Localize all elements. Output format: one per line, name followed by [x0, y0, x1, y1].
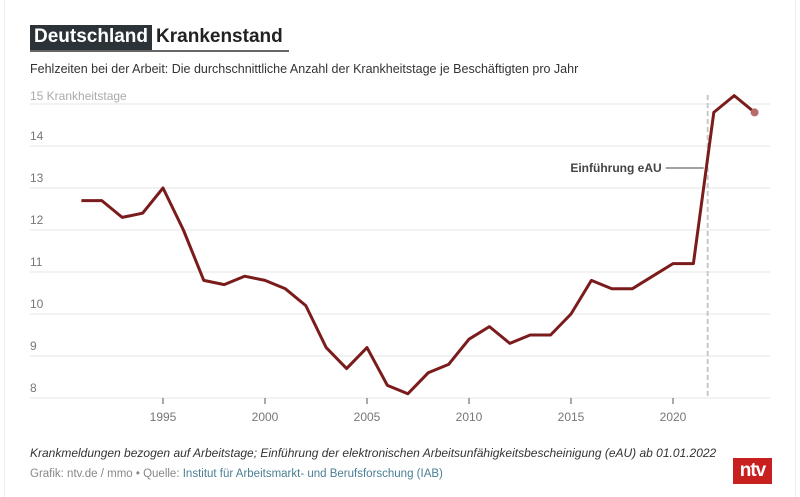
title-tag: Deutschland: [30, 25, 153, 50]
chart-title: Deutschland Krankenstand: [30, 25, 289, 52]
source-line: Grafik: ntv.de / mmo • Quelle: Institut …: [30, 468, 443, 480]
title-main: Krankenstand: [156, 26, 283, 47]
footnote: Krankmeldungen bezogen auf Arbeitstage; …: [30, 446, 717, 460]
ntv-logo: ntv: [733, 458, 772, 484]
x-tick-label: 2000: [252, 410, 279, 424]
y-axis-label: 15 Krankheitstage: [30, 89, 127, 103]
x-tick-label: 2005: [354, 410, 381, 424]
y-tick-label: 9: [30, 339, 37, 353]
y-tick-label: 13: [30, 171, 44, 185]
x-tick-label: 2015: [558, 410, 585, 424]
y-tick-label: 8: [30, 381, 37, 395]
x-tick-label: 2010: [456, 410, 483, 424]
annotation-label: Einführung eAU: [570, 161, 661, 175]
chart-subtitle: Fehlzeiten bei der Arbeit: Die durchschn…: [30, 62, 579, 76]
x-tick-label: 2020: [660, 410, 687, 424]
source-prefix: Grafik: ntv.de / mmo • Quelle:: [30, 468, 183, 480]
y-tick-label: 12: [30, 213, 44, 227]
y-tick-label: 14: [30, 129, 44, 143]
x-tick-label: 1995: [150, 410, 177, 424]
y-tick-label: 11: [30, 255, 43, 269]
y-tick-label: 10: [30, 297, 44, 311]
source-link[interactable]: Institut für Arbeitsmarkt- und Berufsfor…: [182, 468, 443, 480]
data-line: [81, 94, 756, 396]
data-point: [750, 108, 759, 117]
chart-card: [4, 0, 796, 497]
